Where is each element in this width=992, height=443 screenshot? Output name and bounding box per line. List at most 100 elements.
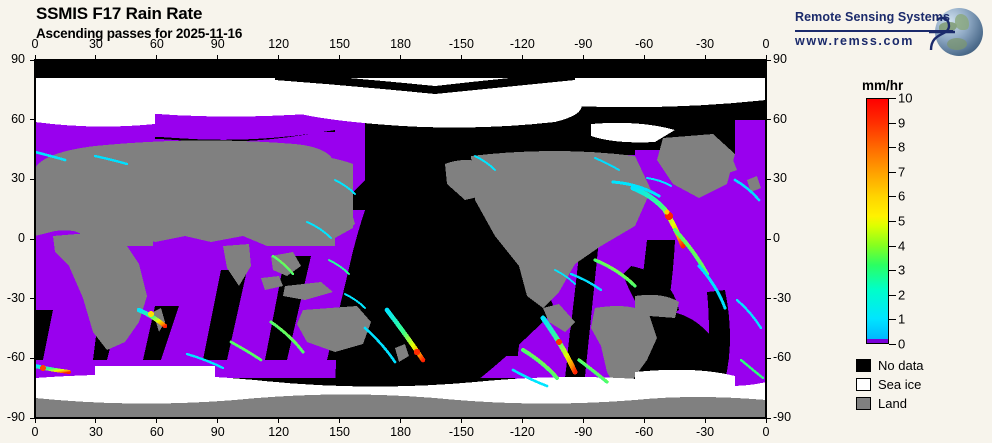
x-tick-mark xyxy=(400,418,401,423)
x-tick-label: 60 xyxy=(149,425,164,439)
x-tick-label: 150 xyxy=(329,37,350,51)
x-tick-mark xyxy=(643,418,645,423)
logo-divider xyxy=(795,30,953,32)
y-tick-label: -30 xyxy=(773,290,792,305)
x-tick-mark xyxy=(460,55,462,60)
x-tick-label: 90 xyxy=(210,425,225,439)
x-tick-label: 30 xyxy=(88,425,103,439)
y-tick-label: -90 xyxy=(773,410,792,424)
y-tick-label: 90 xyxy=(773,52,787,66)
x-tick-mark xyxy=(765,418,767,423)
x-tick-label: -120 xyxy=(509,37,535,51)
legend-label: Land xyxy=(878,396,907,411)
colorbar-tick-label: 7 xyxy=(898,164,906,180)
legend-row: Sea ice xyxy=(856,375,976,394)
x-tick-mark xyxy=(95,55,97,60)
x-tick-label: -30 xyxy=(696,425,715,439)
x-tick-mark xyxy=(521,55,523,60)
x-tick-label: 0 xyxy=(31,37,39,51)
colorbar-tick-mark xyxy=(889,270,896,272)
colorbar-tick-mark xyxy=(889,122,896,124)
y-tick-mark xyxy=(766,417,771,419)
x-tick-label: -150 xyxy=(448,37,474,51)
legend-row: No data xyxy=(856,356,976,375)
colorbar-tick-label: 10 xyxy=(898,90,913,106)
y-tick-label: 90 xyxy=(11,52,25,66)
x-tick-mark xyxy=(217,55,219,60)
y-tick-label: 60 xyxy=(773,111,787,126)
colorbar-tick-label: 3 xyxy=(898,262,906,278)
x-tick-mark xyxy=(278,418,280,423)
x-tick-mark xyxy=(339,418,341,423)
map-canvas xyxy=(35,60,766,418)
y-tick-label: 30 xyxy=(773,171,787,186)
x-tick-mark xyxy=(704,55,706,60)
x-tick-label: -60 xyxy=(635,425,654,439)
logo-hook-icon xyxy=(929,16,955,51)
legend-swatch xyxy=(856,359,871,372)
colorbar-tick-label: 2 xyxy=(898,287,906,303)
y-tick-label: -90 xyxy=(6,410,25,424)
x-tick-mark xyxy=(582,418,584,423)
x-tick-mark xyxy=(217,418,219,423)
y-tick-mark xyxy=(766,59,771,61)
x-tick-label: 180 xyxy=(390,425,411,439)
y-tick-label: 0 xyxy=(773,231,780,245)
colorbar-tick-mark xyxy=(889,294,896,296)
y-tick-mark xyxy=(766,298,771,300)
y-tick-mark xyxy=(30,119,35,121)
y-tick-mark xyxy=(766,119,771,121)
legend-row: Land xyxy=(856,394,976,413)
colorbar-tick-label: 8 xyxy=(898,139,906,155)
colorbar-tick-mark xyxy=(889,221,896,222)
x-tick-label: -120 xyxy=(509,425,535,439)
y-tick-mark xyxy=(30,238,35,240)
x-tick-mark xyxy=(34,55,36,60)
remss-logo[interactable]: Remote Sensing Systems www.remss.com xyxy=(795,8,985,56)
x-tick-mark xyxy=(521,418,523,423)
y-tick-label: -60 xyxy=(6,350,25,365)
colorbar-tick-mark xyxy=(889,171,896,173)
colorbar[interactable] xyxy=(866,98,889,344)
y-tick-mark xyxy=(766,357,771,359)
x-tick-label: -60 xyxy=(635,37,654,51)
rain-rate-map[interactable] xyxy=(34,59,767,419)
x-tick-mark xyxy=(278,55,280,60)
colorbar-tick-mark xyxy=(889,147,896,149)
x-tick-label: -30 xyxy=(696,37,715,51)
colorbar-tick-mark xyxy=(889,196,896,198)
legend-label: Sea ice xyxy=(878,377,922,392)
colorbar-tick-label: 9 xyxy=(898,115,906,131)
x-tick-label: -90 xyxy=(574,37,593,51)
x-tick-mark xyxy=(643,55,645,60)
colorbar-tick-label: 5 xyxy=(898,213,906,229)
colorbar-tick-label: 4 xyxy=(898,238,906,254)
y-tick-mark xyxy=(30,298,35,300)
x-tick-label: 0 xyxy=(762,37,770,51)
colorbar-tick-mark xyxy=(889,245,896,247)
x-tick-label: 60 xyxy=(149,37,164,51)
x-tick-mark xyxy=(460,418,462,423)
map-legend: No data Sea ice Land xyxy=(856,356,976,413)
y-tick-label: -30 xyxy=(6,290,25,305)
colorbar-tick-mark xyxy=(889,98,896,99)
x-tick-mark xyxy=(34,418,36,423)
x-tick-mark xyxy=(765,55,767,60)
y-tick-label: 60 xyxy=(11,111,25,126)
x-tick-mark xyxy=(339,55,341,60)
y-tick-mark xyxy=(30,357,35,359)
y-tick-mark xyxy=(30,417,35,419)
x-tick-mark xyxy=(156,55,158,60)
x-tick-label: 150 xyxy=(329,425,350,439)
legend-swatch xyxy=(856,378,871,391)
colorbar-tick-mark xyxy=(889,319,896,321)
x-tick-label: 30 xyxy=(88,37,103,51)
colorbar-tick-label: 1 xyxy=(898,311,906,327)
legend-swatch xyxy=(856,397,871,410)
x-tick-label: 120 xyxy=(268,37,290,51)
y-tick-mark xyxy=(766,238,771,240)
y-tick-mark xyxy=(30,59,35,61)
x-tick-mark xyxy=(704,418,706,423)
y-tick-label: -60 xyxy=(773,350,792,365)
x-tick-mark xyxy=(400,55,401,60)
